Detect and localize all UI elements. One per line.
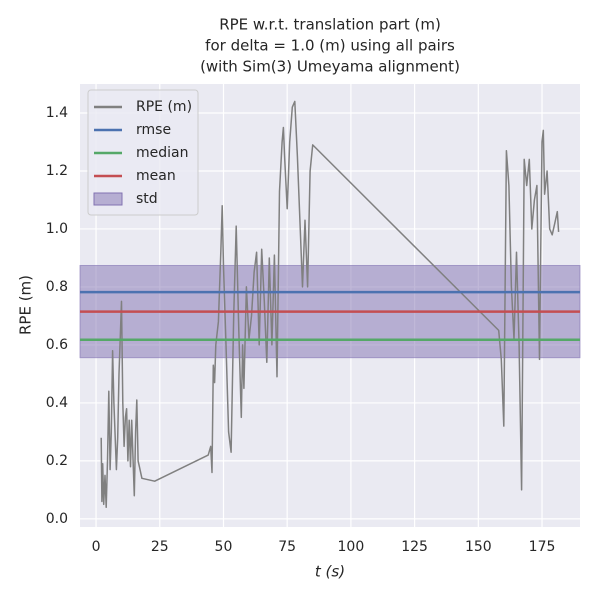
legend-box xyxy=(87,89,199,216)
legend-label: RPE (m) xyxy=(136,99,192,115)
y-tick-label: 0.8 xyxy=(46,279,68,295)
x-tick-label: 150 xyxy=(465,539,492,555)
y-tick-label: 1.2 xyxy=(46,163,68,179)
chart-title: (with Sim(3) Umeyama alignment) xyxy=(200,58,460,76)
y-tick-label: 0.0 xyxy=(46,511,68,527)
x-tick-label: 175 xyxy=(529,539,556,555)
data-line xyxy=(100,100,560,509)
legend-label: median xyxy=(136,145,188,161)
plot-layer xyxy=(79,84,581,527)
legend-label: mean xyxy=(136,168,176,184)
x-tick-label: 125 xyxy=(401,539,428,555)
x-tick-label: 100 xyxy=(338,539,365,555)
y-axis-label: RPE (m) xyxy=(17,275,35,335)
y-tick-label: 0.4 xyxy=(46,395,68,411)
y-tick-label: 0.2 xyxy=(46,453,68,469)
legend-label: std xyxy=(136,191,158,207)
y-tick-label: 0.6 xyxy=(46,337,68,353)
y-tick-label: 1.0 xyxy=(46,221,68,237)
x-tick-label: 25 xyxy=(151,539,169,555)
x-tick-label: 50 xyxy=(215,539,233,555)
y-tick-label: 1.4 xyxy=(46,105,68,121)
x-axis-label: t (s) xyxy=(315,563,345,581)
chart-title: RPE w.r.t. translation part (m) xyxy=(219,16,441,34)
x-tick-label: 75 xyxy=(278,539,296,555)
legend-swatch xyxy=(93,192,123,206)
x-tick-label: 0 xyxy=(92,539,101,555)
legend-label: rmse xyxy=(136,122,171,138)
chart-title: for delta = 1.0 (m) using all pairs xyxy=(205,37,455,55)
